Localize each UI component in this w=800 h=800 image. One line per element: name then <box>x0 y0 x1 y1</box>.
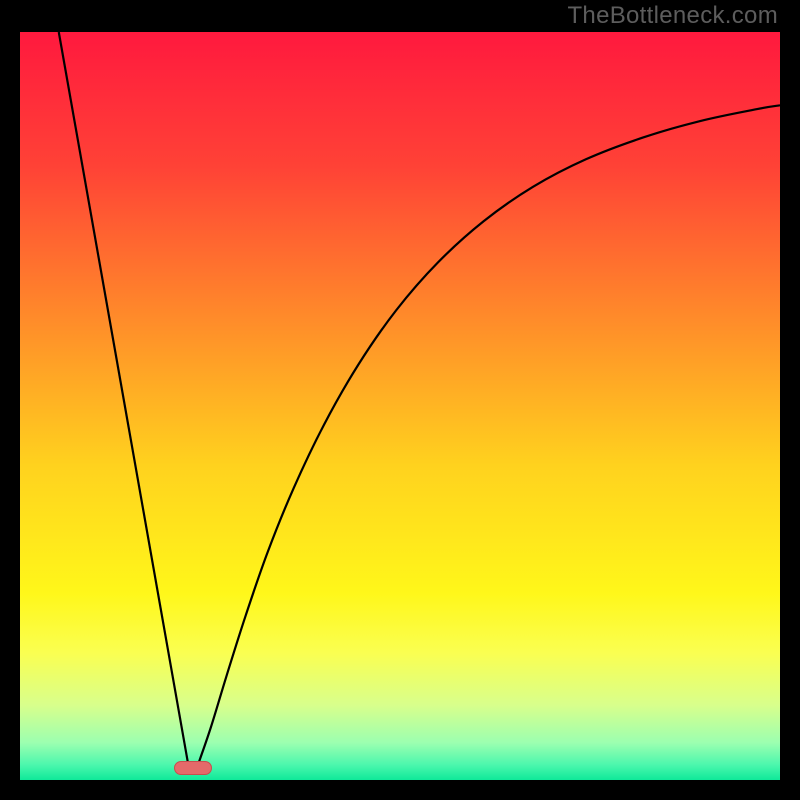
background-gradient <box>20 32 780 780</box>
watermark-text: TheBottleneck.com <box>567 2 778 30</box>
outer-frame <box>0 0 800 800</box>
plot-area <box>20 32 780 780</box>
valley-marker <box>174 761 212 774</box>
